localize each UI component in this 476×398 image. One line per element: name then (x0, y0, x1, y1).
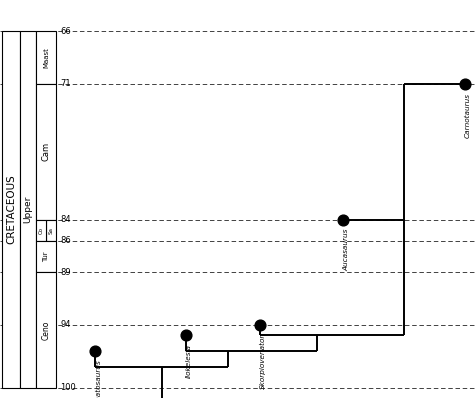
Text: 66: 66 (60, 27, 71, 36)
Bar (46, 220, 56, 241)
Text: Skorpiovenator: Skorpiovenator (259, 334, 266, 389)
Text: Tur: Tur (43, 251, 49, 262)
Bar (36, 220, 46, 241)
Bar (36, 241, 56, 272)
Bar (36, 31, 56, 84)
Point (91, 348, 99, 354)
Text: 89: 89 (60, 268, 70, 277)
Point (460, 81, 468, 87)
Bar (2, 31, 20, 388)
Text: Carnotaurus: Carnotaurus (464, 93, 470, 138)
Text: Co: Co (38, 227, 43, 234)
Text: 86: 86 (60, 236, 71, 246)
Text: Maast: Maast (43, 47, 49, 68)
Point (256, 322, 263, 328)
Text: Upper: Upper (23, 196, 32, 223)
Bar (36, 84, 56, 220)
Bar (36, 272, 56, 388)
Point (338, 217, 346, 223)
Text: CRETACEOUS: CRETACEOUS (6, 175, 16, 244)
Text: Sa: Sa (49, 227, 53, 234)
Text: Ekrixinatosaurus: Ekrixinatosaurus (95, 360, 101, 398)
Text: 100: 100 (60, 383, 76, 392)
Text: 94: 94 (60, 320, 70, 329)
Text: 71: 71 (60, 79, 70, 88)
Text: 84: 84 (60, 215, 70, 224)
Text: Aucasaurus: Aucasaurus (342, 229, 348, 271)
Bar (20, 31, 36, 388)
Text: Ceno: Ceno (41, 320, 50, 339)
Text: Ilokelesia: Ilokelesia (186, 344, 191, 378)
Point (182, 332, 189, 338)
Text: Cam: Cam (41, 142, 50, 162)
